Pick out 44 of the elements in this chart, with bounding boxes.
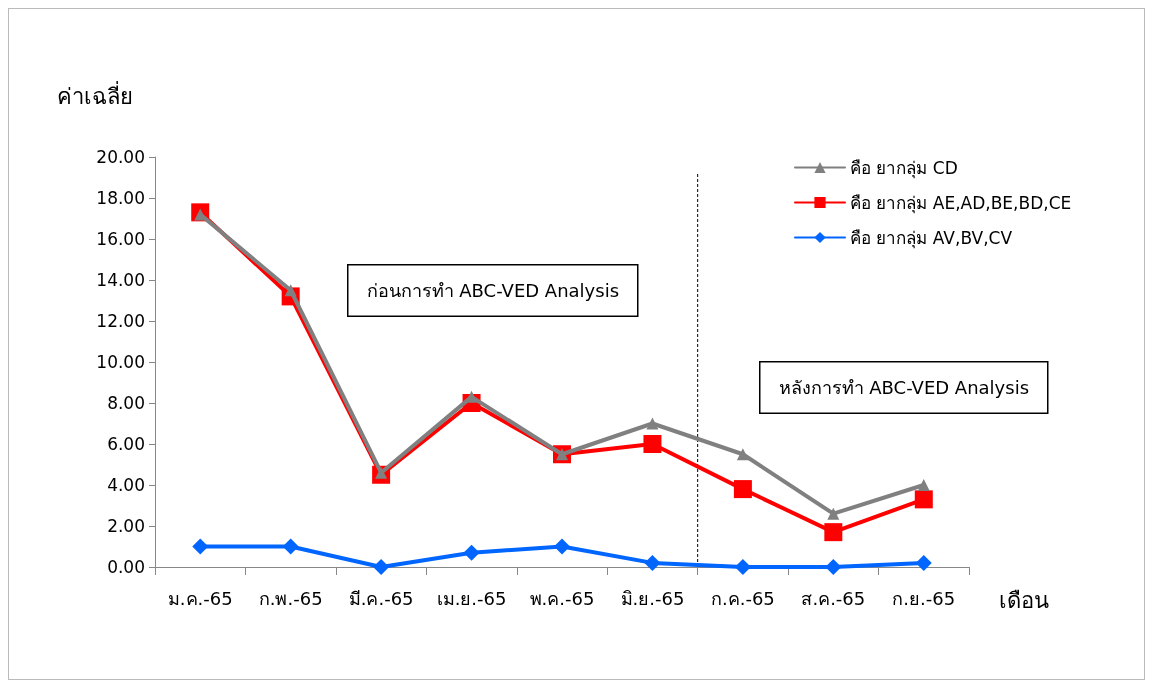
y-tick-label: 8.00 [107,393,145,413]
y-tick-label: 6.00 [107,434,145,454]
annotation: หลังการทำ ABC-VED Analysis [778,377,1030,398]
x-axis-title: เดือน [999,587,1049,613]
x-tick-label: มี.ค.-65 [348,587,414,609]
x-tick-label: ก.พ.-65 [258,587,323,609]
point [644,554,661,571]
point [282,538,299,555]
legend-label: คือ ยากลุ่ม AV,BV,CV [850,227,1013,249]
point [917,479,930,491]
point [825,559,842,575]
point [827,507,840,520]
point [824,523,843,542]
x-tick-label: ส.ค.-65 [801,587,866,609]
y-tick-label: 2.00 [107,516,145,536]
point [733,480,752,499]
x-tick-label: ก.ย.-65 [892,587,956,609]
point [914,490,933,509]
point [915,554,932,571]
legend-label: คือ ยากลุ่ม AE,AD,BE,BD,CE [850,192,1072,214]
point [463,544,480,561]
x-tick-label: มิ.ย.-65 [620,587,685,609]
x-tick-label: ก.ค.-65 [710,587,775,609]
y-tick-label: 14.00 [96,270,145,290]
point [646,417,659,430]
legend-label: คือ ยากลุ่ม CD [850,157,958,179]
x-tick-label: ม.ค.-65 [167,587,233,609]
point [554,538,570,555]
y-tick-label: 4.00 [107,475,145,495]
y-tick-label: 20.00 [96,147,145,167]
point [734,559,751,575]
y-tick-label: 12.00 [96,311,145,331]
point [373,559,390,575]
point [192,538,209,555]
y-tick-label: 0.00 [107,557,145,577]
y-tick-label: 16.00 [96,229,145,249]
point [736,448,749,461]
annotation: ก่อนการทำ ABC-VED Analysis [366,280,620,301]
y-tick-label: 18.00 [96,188,145,208]
x-tick-label: เม.ย.-65 [436,587,507,609]
point [643,435,662,453]
y-axis-title: ค่าเฉลี่ย [57,80,133,109]
y-tick-label: 10.00 [96,352,145,372]
x-tick-label: พ.ค.-65 [529,587,595,609]
